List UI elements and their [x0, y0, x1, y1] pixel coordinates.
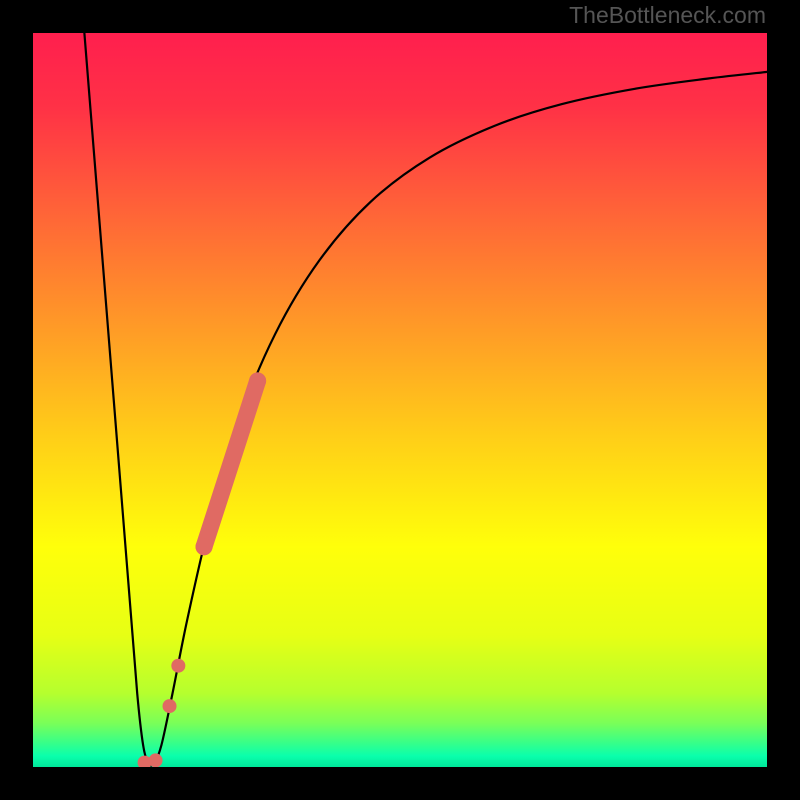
chart-frame: TheBottleneck.com: [0, 0, 800, 800]
marker-segment-cap-0: [196, 538, 213, 555]
marker-point-0: [163, 699, 177, 713]
plot-area: [33, 33, 767, 767]
marker-segment: [204, 381, 258, 547]
marker-segment-cap-1: [249, 372, 266, 389]
watermark-text: TheBottleneck.com: [569, 2, 766, 29]
chart-overlay: [33, 33, 767, 767]
bottleneck-curve: [84, 33, 767, 766]
marker-point-1: [171, 659, 185, 673]
